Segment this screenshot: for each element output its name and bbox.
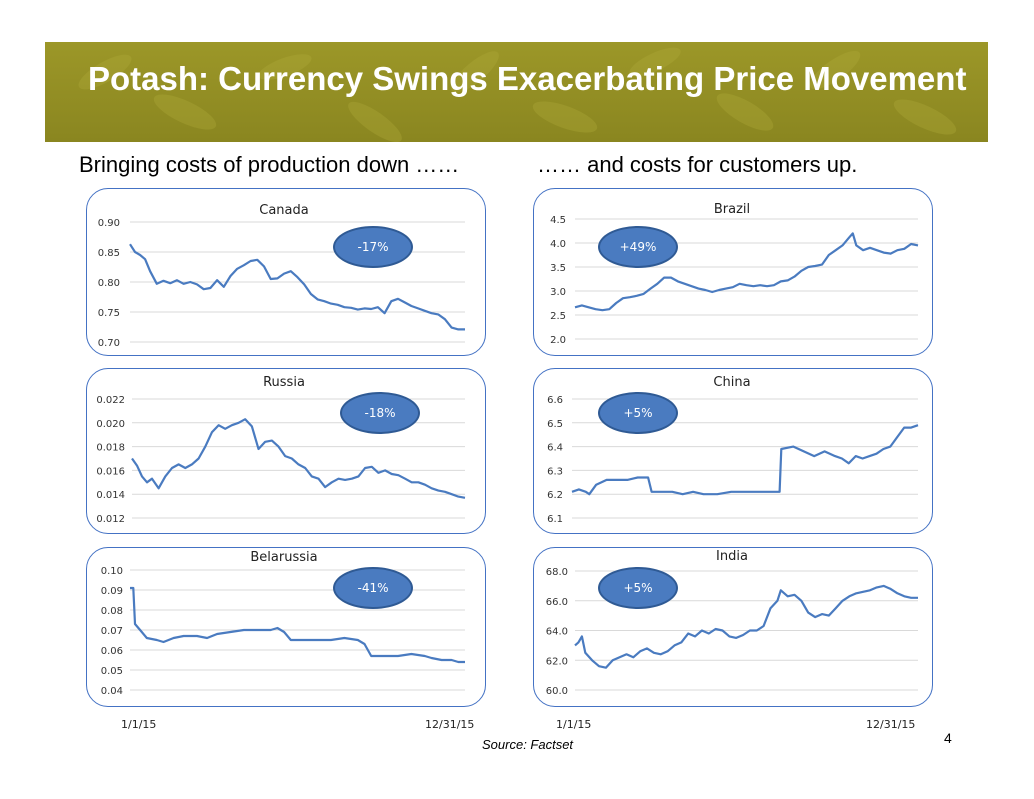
- panel-brazil: [533, 188, 933, 356]
- badge-china: +5%: [598, 392, 678, 434]
- chart-title-belarussia: Belarussia: [250, 550, 317, 565]
- y-tick-label-belarussia: 0.07: [101, 626, 123, 637]
- y-tick-label-belarussia: 0.06: [101, 646, 123, 657]
- y-tick-label-belarussia: 0.05: [101, 666, 123, 677]
- subtitle-left: Bringing costs of production down ……: [79, 152, 460, 177]
- y-tick-label-canada: 0.70: [98, 338, 120, 349]
- badge-russia: -18%: [340, 392, 420, 434]
- series-line-belarussia: [130, 586, 465, 664]
- panel-china: [533, 368, 933, 534]
- y-tick-label-canada: 0.80: [98, 278, 120, 289]
- chart-brazil: Brazil 4.5 4.0 3.5 3.0 2.5 2.0: [550, 202, 919, 346]
- badge-belarussia: -41%: [333, 567, 413, 609]
- x-axis-left-end: 12/31/15: [425, 718, 475, 731]
- x-axis-right-start: 1/1/15: [556, 718, 592, 731]
- series-line-canada: [129, 243, 465, 331]
- y-tick-label-brazil: 3.5: [550, 263, 566, 274]
- chart-title-china: China: [713, 375, 750, 390]
- chart-title-brazil: Brazil: [714, 202, 750, 217]
- y-tick-label-russia: 0.020: [96, 419, 125, 430]
- y-tick-label-russia: 0.016: [96, 466, 125, 477]
- banner-leaf-pattern: [78, 47, 957, 142]
- x-axis-right-end: 12/31/15: [866, 718, 916, 731]
- y-tick-label-russia: 0.012: [96, 514, 125, 525]
- y-tick-label-china: 6.2: [547, 490, 563, 501]
- series-line-china: [571, 424, 919, 496]
- y-tick-label-brazil: 4.5: [550, 215, 566, 226]
- y-tick-label-china: 6.4: [547, 443, 563, 454]
- y-tick-label-brazil: 2.0: [550, 335, 566, 346]
- y-tick-label-belarussia: 0.04: [101, 686, 123, 697]
- chart-china: China 6.6 6.5 6.4 6.3 6.2 6.1: [547, 375, 919, 525]
- y-tick-label-canada: 0.90: [98, 218, 120, 229]
- y-tick-label-canada: 0.75: [98, 308, 120, 319]
- subtitle-right: …… and costs for customers up.: [537, 152, 858, 177]
- panel-russia: [86, 368, 486, 534]
- y-tick-label-india: 68.0: [546, 567, 568, 578]
- panel-belarussia: [86, 547, 486, 707]
- y-tick-label-china: 6.6: [547, 395, 563, 406]
- y-tick-label-belarussia: 0.09: [101, 586, 123, 597]
- chart-title-india: India: [716, 549, 748, 564]
- y-tick-label-china: 6.5: [547, 419, 563, 430]
- chart-title-canada: Canada: [259, 203, 308, 218]
- y-tick-label-russia: 0.022: [96, 395, 125, 406]
- series-line-russia: [131, 418, 466, 499]
- y-tick-label-china: 6.1: [547, 514, 563, 525]
- y-tick-label-belarussia: 0.08: [101, 606, 123, 617]
- y-tick-label-brazil: 3.0: [550, 287, 566, 298]
- chart-title-russia: Russia: [263, 375, 305, 390]
- y-tick-label-india: 60.0: [546, 686, 568, 697]
- badge-canada: -17%: [333, 226, 413, 268]
- y-tick-label-russia: 0.018: [96, 443, 125, 454]
- source-note: Source: Factset: [482, 737, 574, 752]
- y-tick-label-brazil: 4.0: [550, 239, 566, 250]
- chart-india: India 68.0 66.0 64.0 62.0 60.0: [546, 549, 918, 697]
- chart-russia: Russia 0.022 0.020 0.018 0.016 0.014 0.012: [96, 375, 466, 525]
- y-tick-label-brazil: 2.5: [550, 311, 566, 322]
- series-line-brazil: [574, 232, 919, 312]
- title-banner: [45, 42, 988, 142]
- chart-belarussia: Belarussia 0.10 0.09 0.08 0.07 0.06 0.05 0.04: [101, 550, 465, 697]
- y-tick-label-india: 62.0: [546, 656, 568, 667]
- chart-canada: Canada 0.90 0.85 0.80 0.75 0.70: [98, 203, 465, 349]
- y-tick-label-belarussia: 0.10: [101, 566, 123, 577]
- y-tick-label-canada: 0.85: [98, 248, 120, 259]
- page-title: Potash: Currency Swings Exacerbating Pri…: [88, 60, 967, 97]
- page-number: 4: [944, 730, 952, 746]
- y-tick-label-russia: 0.014: [96, 490, 125, 501]
- y-tick-label-india: 66.0: [546, 597, 568, 608]
- badge-india: +5%: [598, 567, 678, 609]
- x-axis-left-start: 1/1/15: [121, 718, 157, 731]
- badge-brazil: +49%: [598, 226, 678, 268]
- y-tick-label-india: 64.0: [546, 627, 568, 638]
- y-tick-label-china: 6.3: [547, 466, 563, 477]
- panel-india: [533, 547, 933, 707]
- series-line-india: [574, 584, 918, 669]
